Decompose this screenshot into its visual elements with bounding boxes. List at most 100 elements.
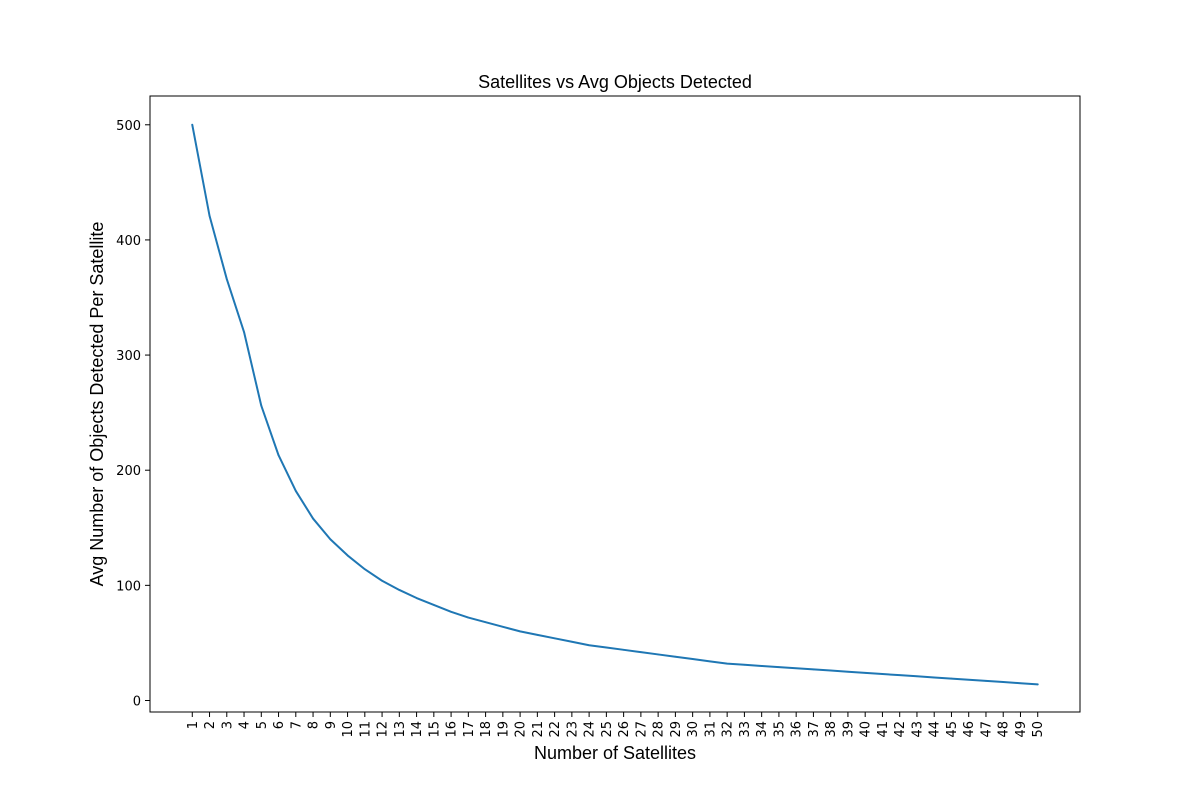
x-tick-label: 23: [565, 721, 580, 738]
data-point: [398, 589, 401, 591]
x-tick-label: 39: [841, 721, 856, 738]
x-tick-label: 30: [686, 721, 701, 738]
x-tick-label: 50: [1031, 721, 1046, 738]
x-tick-label: 8: [307, 721, 322, 729]
data-point: [812, 668, 815, 671]
data-point: [294, 490, 297, 492]
data-point: [588, 644, 590, 647]
x-tick-label: 5: [255, 721, 270, 729]
x-tick-label: 20: [514, 721, 529, 738]
data-point: [622, 649, 625, 651]
data-point: [1002, 681, 1005, 683]
x-tick-label: 46: [962, 721, 977, 738]
data-point: [950, 677, 953, 680]
data-point: [778, 666, 780, 668]
data-point: [312, 517, 314, 520]
data-point: [553, 637, 556, 640]
data-point: [760, 665, 763, 667]
x-tick-label: 41: [876, 721, 891, 738]
data-point: [225, 278, 228, 280]
data-point: [502, 625, 504, 628]
x-tick-label: 1: [186, 721, 201, 729]
x-tick-label: 9: [324, 721, 339, 729]
data-point: [898, 674, 901, 676]
y-tick-label: 300: [116, 349, 141, 364]
x-tick-label: 18: [479, 721, 494, 738]
x-tick-label: 49: [1014, 721, 1029, 738]
data-point: [364, 568, 366, 571]
x-tick-label: 21: [531, 721, 546, 738]
y-axis-label: Avg Number of Objects Detected Per Satel…: [87, 222, 107, 587]
y-tick-label: 0: [133, 694, 141, 709]
x-tick-label: 17: [462, 721, 477, 738]
x-tick-label: 10: [341, 721, 356, 738]
x-tick-label: 24: [583, 721, 598, 738]
x-tick-label: 3: [220, 721, 235, 729]
data-point: [605, 646, 608, 649]
x-tick-label: 33: [738, 721, 753, 738]
data-point: [329, 538, 332, 541]
plot-series: [191, 123, 1039, 686]
x-tick-label: 26: [617, 721, 632, 738]
data-point: [1019, 682, 1022, 685]
data-point: [433, 604, 435, 606]
x-axis-label: Number of Satellites: [534, 743, 696, 763]
data-point: [467, 616, 470, 619]
data-point: [985, 680, 987, 682]
data-point: [191, 123, 194, 126]
data-point: [709, 660, 711, 663]
data-point: [881, 673, 884, 675]
data-point: [243, 331, 245, 333]
x-tick-label: 29: [669, 721, 684, 738]
y-tick-label: 100: [116, 579, 141, 594]
x-axis: 1 2 3 4 5 6 7 8 9 10 11 12 13 14 15 16 17 18 19 20 21 22 23 24 2…: [186, 712, 1046, 738]
x-tick-label: 25: [600, 721, 615, 738]
x-tick-label: 12: [376, 721, 391, 738]
x-tick-label: 19: [496, 721, 511, 738]
x-tick-label: 22: [548, 721, 563, 738]
data-point: [519, 630, 521, 633]
data-point: [640, 651, 642, 653]
x-tick-label: 40: [859, 721, 874, 738]
data-point: [536, 634, 539, 636]
x-tick-label: 16: [445, 721, 460, 738]
data-point: [743, 663, 746, 666]
data-point: [260, 404, 263, 407]
x-tick-label: 36: [790, 721, 805, 738]
x-tick-label: 38: [824, 721, 839, 738]
x-tick-label: 48: [997, 721, 1012, 738]
x-tick-label: 42: [893, 721, 908, 738]
x-tick-label: 35: [772, 721, 787, 738]
x-tick-label: 4: [238, 721, 253, 729]
data-point: [674, 655, 677, 658]
data-point: [1036, 683, 1039, 686]
x-tick-label: 27: [634, 721, 649, 738]
data-point: [346, 554, 349, 557]
data-point: [208, 214, 211, 217]
x-tick-label: 11: [358, 721, 373, 738]
x-tick-label: 31: [703, 721, 718, 738]
data-point: [484, 621, 487, 623]
data-point: [864, 672, 866, 674]
x-tick-label: 37: [807, 721, 822, 738]
data-point: [691, 658, 694, 660]
x-tick-label: 43: [910, 721, 925, 738]
y-tick-label: 500: [116, 119, 141, 134]
x-tick-label: 28: [652, 721, 667, 738]
data-point: [847, 670, 849, 673]
chart-title: Satellites vs Avg Objects Detected: [478, 72, 752, 92]
y-tick-label: 400: [116, 234, 141, 249]
data-point: [381, 579, 383, 582]
x-tick-label: 34: [755, 721, 770, 738]
data-point: [415, 597, 418, 599]
y-tick-label: 200: [116, 464, 141, 479]
x-tick-label: 2: [203, 721, 218, 729]
x-tick-label: 15: [427, 721, 442, 738]
x-tick-label: 44: [928, 721, 943, 738]
x-tick-label: 45: [945, 721, 960, 738]
x-tick-label: 13: [393, 721, 408, 738]
x-tick-label: 32: [721, 721, 736, 738]
data-point: [916, 675, 918, 678]
x-tick-label: 47: [979, 721, 994, 738]
